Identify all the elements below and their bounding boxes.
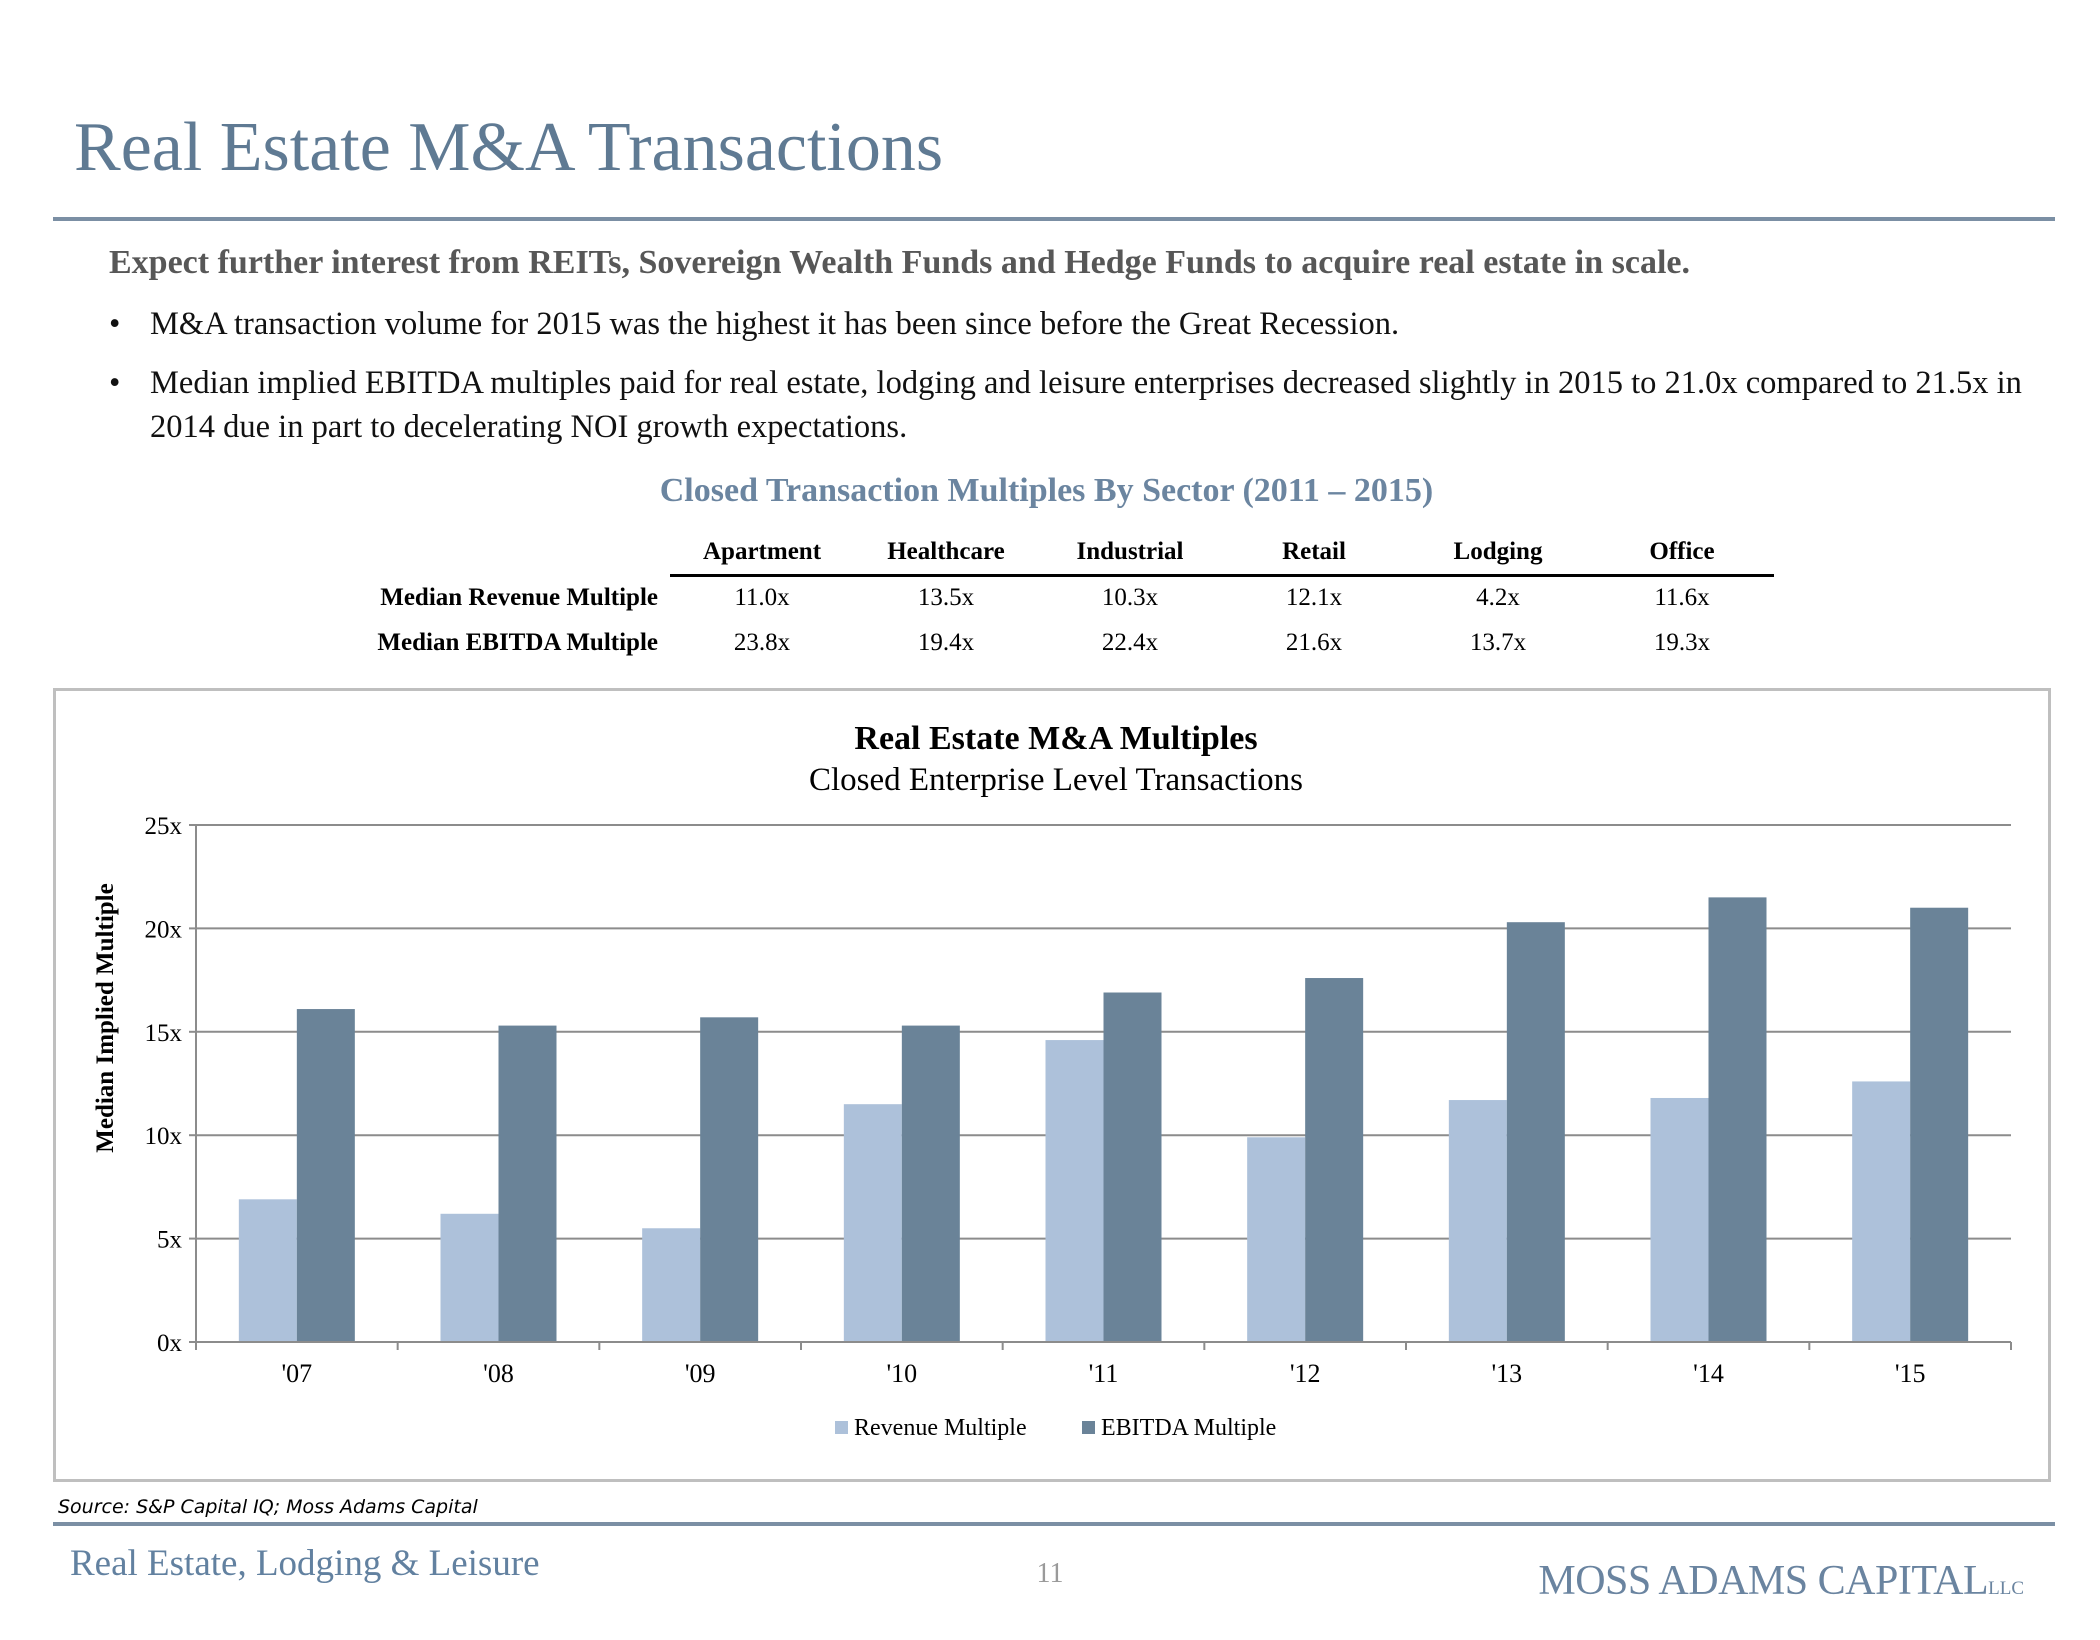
bullet-text: M&A transaction volume for 2015 was the … — [150, 306, 1400, 342]
ebitda-multiple-bar — [296, 1009, 355, 1342]
page-number: 11 — [1036, 1558, 1064, 1589]
table-cell: 23.8x — [733, 628, 791, 656]
y-tick-label: 25x — [145, 813, 183, 840]
table-header-row: Apartment Healthcare Industrial Retail L… — [340, 530, 1774, 577]
ebitda-multiple-bar — [1708, 897, 1767, 1342]
row-label: Median Revenue Multiple — [380, 583, 658, 611]
revenue-multiple-bar — [1650, 1097, 1709, 1342]
table-title: Closed Transaction Multiples By Sector (… — [0, 472, 2100, 510]
table-cell: 19.4x — [917, 628, 975, 656]
ebitda-multiple-bar — [700, 1017, 759, 1342]
x-tick-label: '10 — [886, 1359, 917, 1388]
legend-label: Revenue Multiple — [854, 1415, 1027, 1441]
table-cell: 13.5x — [917, 584, 975, 612]
revenue-multiple-bar — [440, 1213, 499, 1342]
table-cell: 21.6x — [1285, 628, 1343, 656]
x-tick-label: '14 — [1693, 1359, 1724, 1388]
column-header: Apartment — [670, 530, 854, 577]
revenue-multiple-bar — [1247, 1137, 1306, 1342]
ebitda-multiple-bar — [1506, 922, 1565, 1342]
x-tick-label: '15 — [1895, 1359, 1926, 1388]
table-title-text: Closed Transaction Multiples By Sector (… — [659, 472, 1434, 509]
footer-section-name: Real Estate, Lodging & Leisure — [70, 1543, 540, 1584]
table-cell: 12.1x — [1285, 584, 1343, 612]
legend: Revenue Multiple EBITDA Multiple — [835, 1415, 1276, 1441]
ebitda-multiple-bar — [1910, 907, 1969, 1342]
legend-label: EBITDA Multiple — [1101, 1415, 1276, 1441]
ebitda-multiple-bar — [498, 1025, 557, 1342]
column-header: Retail — [1222, 530, 1406, 577]
chart-panel: Real Estate M&A Multiples Closed Enterpr… — [53, 688, 2051, 1482]
legend-swatch — [835, 1421, 848, 1434]
chart-title: Real Estate M&A Multiples — [854, 720, 1257, 757]
brand-name: MOSS ADAMS CAPITAL — [1538, 1558, 1989, 1604]
table-cell: 11.0x — [734, 584, 790, 612]
x-tick-label: '12 — [1290, 1359, 1321, 1388]
column-header: Healthcare — [854, 530, 1038, 577]
footer-divider — [53, 1522, 2055, 1526]
brand-logo: MOSS ADAMS CAPITALLLC — [1538, 1557, 2024, 1605]
bullet-list: • M&A transaction volume for 2015 was th… — [109, 302, 2069, 464]
bullet-item: • Median implied EBITDA multiples paid f… — [109, 361, 2069, 449]
revenue-multiple-bar — [1852, 1081, 1911, 1342]
ebitda-multiple-bar — [1305, 978, 1364, 1342]
axes: 0x 5x 10x 15x 20x 25x '07 '08 '09 '10 '11 '12 '13 '14… — [145, 813, 2012, 1388]
table-cell: 11.6x — [1654, 584, 1710, 612]
x-tick-label: '13 — [1491, 1359, 1522, 1388]
y-tick-label: 20x — [145, 916, 183, 943]
revenue-multiple-bar — [1045, 1040, 1104, 1342]
table-cell: 4.2x — [1476, 584, 1520, 612]
header-divider — [53, 217, 2055, 221]
revenue-multiple-bar — [843, 1104, 902, 1342]
chart-subtitle: Closed Enterprise Level Transactions — [809, 762, 1303, 798]
x-tick-label: '09 — [685, 1359, 716, 1388]
table-cell: 19.3x — [1653, 628, 1711, 656]
revenue-multiple-bar — [238, 1199, 297, 1342]
x-tick-label: '08 — [483, 1359, 514, 1388]
table-cell: 10.3x — [1101, 584, 1159, 612]
bullet-glyph: • — [109, 365, 121, 401]
bullet-item: • M&A transaction volume for 2015 was th… — [109, 302, 2069, 346]
source-note: Source: S&P Capital IQ; Moss Adams Capit… — [58, 1496, 478, 1518]
revenue-multiple-bar — [1448, 1100, 1507, 1342]
table-corner — [340, 530, 670, 575]
y-tick-label: 10x — [145, 1123, 183, 1150]
bullet-text: Median implied EBITDA multiples paid for… — [150, 365, 2022, 445]
table-cell: 22.4x — [1101, 628, 1159, 656]
x-tick-label: '07 — [281, 1359, 312, 1388]
table-cell: 13.7x — [1469, 628, 1527, 656]
legend-swatch — [1082, 1421, 1095, 1434]
revenue-multiple-bar — [642, 1228, 701, 1342]
y-tick-label: 0x — [157, 1330, 183, 1357]
column-header: Industrial — [1038, 530, 1222, 577]
bullet-glyph: • — [109, 306, 121, 342]
ebitda-multiple-bar — [1103, 992, 1162, 1342]
sector-multiples-table: Apartment Healthcare Industrial Retail L… — [340, 530, 1774, 665]
lead-statement: Expect further interest from REITs, Sove… — [109, 244, 1691, 281]
table-row: Median Revenue Multiple 11.0x 13.5x 10.3… — [340, 575, 1774, 620]
column-header: Lodging — [1406, 530, 1590, 577]
column-header: Office — [1590, 530, 1774, 577]
page-title: Real Estate M&A Transactions — [74, 109, 944, 186]
bars — [238, 897, 1969, 1342]
y-tick-label: 15x — [145, 1020, 183, 1047]
brand-suffix: LLC — [1988, 1578, 2024, 1599]
y-tick-label: 5x — [157, 1227, 183, 1254]
table-row: Median EBITDA Multiple 23.8x 19.4x 22.4x… — [340, 620, 1774, 665]
y-axis-label: Median Implied Multiple — [92, 883, 119, 1152]
row-label: Median EBITDA Multiple — [377, 628, 658, 656]
ebitda-multiple-bar — [901, 1025, 960, 1342]
x-tick-label: '11 — [1089, 1359, 1119, 1388]
multiples-bar-chart: Real Estate M&A Multiples Closed Enterpr… — [92, 720, 2012, 1441]
